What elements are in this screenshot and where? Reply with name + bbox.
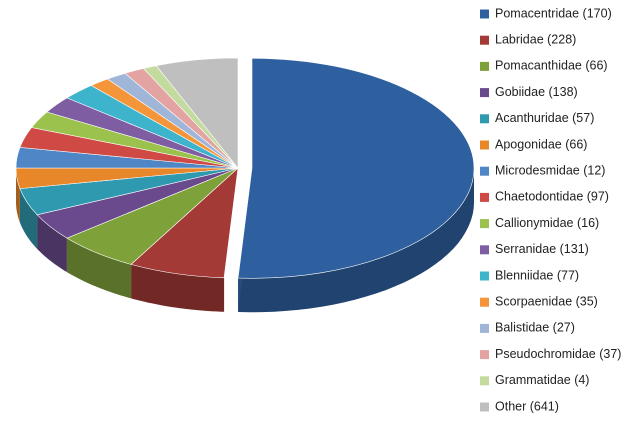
legend-swatch [480, 88, 489, 98]
legend-label: Balistidae (27) [495, 321, 575, 335]
legend-label: Pomacanthidae (66) [495, 59, 608, 73]
legend-swatch [480, 402, 489, 412]
slice-side [131, 264, 225, 312]
legend-label: Serranidae (131) [495, 242, 589, 256]
legend-swatch [480, 219, 489, 229]
pie-slice [237, 57, 475, 279]
slice-side [19, 188, 38, 249]
slice-side [16, 168, 20, 223]
legend: Pomacentridae (170) Labridae (228) Pomacan… [480, 6, 621, 413]
legend-swatch [480, 245, 489, 255]
legend-swatch [480, 9, 489, 19]
legend-swatch [480, 297, 489, 307]
pie-slice [155, 57, 239, 169]
slice-side [37, 214, 67, 273]
legend-swatch [480, 376, 489, 386]
legend-swatch [480, 350, 489, 360]
legend-swatch [480, 323, 489, 333]
slice-side [238, 168, 474, 313]
legend-label: Chaetodontidae (97) [495, 190, 609, 204]
legend-label: Labridae (228) [495, 32, 576, 46]
legend-swatch [480, 166, 489, 176]
legend-label: Scorpaenidae (35) [495, 294, 598, 308]
legend-swatch [480, 140, 489, 150]
legend-swatch [480, 35, 489, 45]
legend-label: Pseudochromidae (37) [495, 347, 621, 361]
legend-label: Apogonidae (66) [495, 137, 587, 151]
legend-swatch [480, 271, 489, 281]
legend-label: Microdesmidae (12) [495, 163, 605, 177]
legend-label: Callionymidae (16) [495, 216, 599, 230]
legend-label: Gobiidae (138) [495, 85, 578, 99]
legend-swatch [480, 192, 489, 202]
legend-swatch [480, 61, 489, 71]
legend-label: Blenniidae (77) [495, 268, 579, 282]
legend-swatch [480, 114, 489, 124]
pie-tops [15, 57, 475, 279]
legend-label: Acanthuridae (57) [495, 111, 594, 125]
legend-label: Grammatidae (4) [495, 373, 589, 387]
legend-label: Pomacentridae (170) [495, 6, 612, 20]
legend-label: Other (641) [495, 399, 559, 413]
slice-side [66, 238, 132, 299]
